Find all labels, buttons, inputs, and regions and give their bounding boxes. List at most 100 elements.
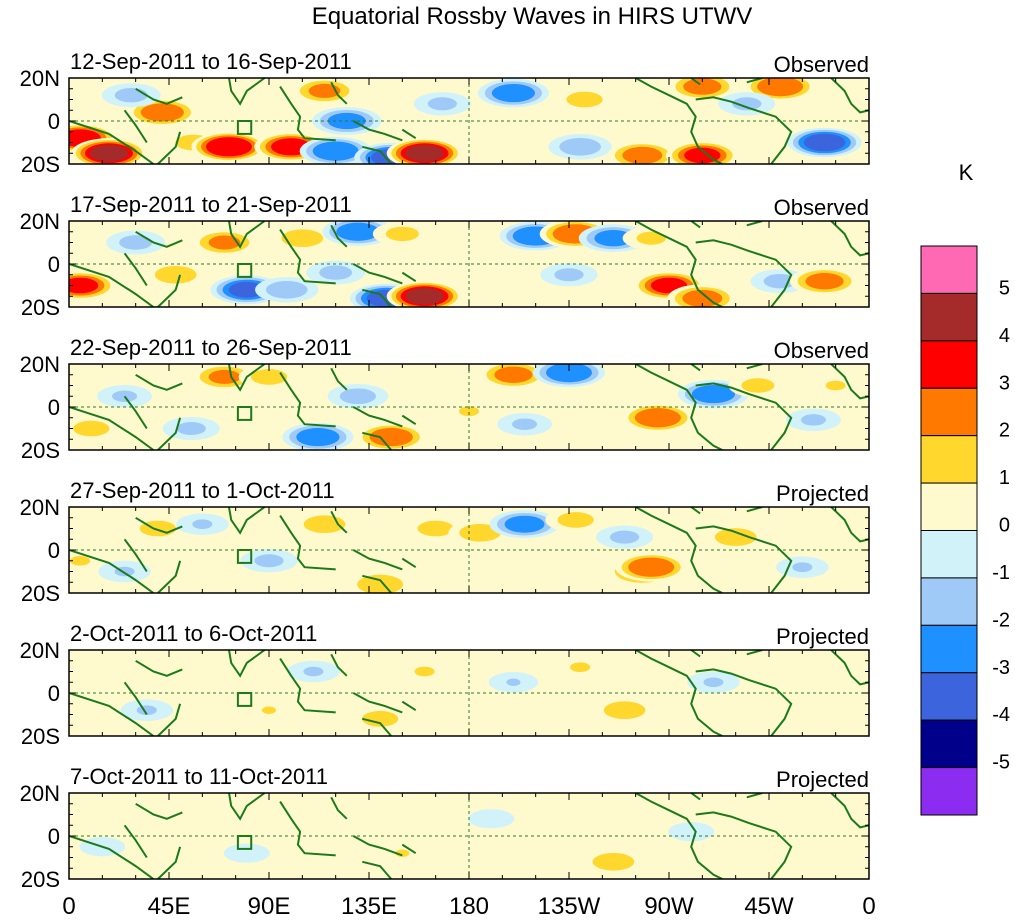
y-tick-label: 0 [48,252,60,277]
anomaly-contour [592,853,635,871]
anomaly-contour [385,226,419,242]
anomaly-contour [303,666,324,677]
anomaly-contour [319,265,353,280]
coastline [695,239,793,307]
coastline [69,538,154,593]
anomaly-contour [763,274,797,289]
x-tick-label: 135E [341,893,397,920]
y-tick-label: 20N [20,66,60,91]
colorbar-tick-label: 5 [999,277,1010,299]
anomaly-contour [312,141,359,161]
panel-stack: 20N 0 20S 12-Sep-2011 to 16-Sep-2011 Observe… [20,49,870,892]
colorbar-tick-label: -3 [992,657,1010,679]
x-tick-label: 135W [538,893,601,920]
x-tick-label: 0 [862,893,875,920]
colorbar-swatch [920,719,978,769]
anomaly-contour [339,388,377,405]
coastline [635,221,723,307]
coastline [635,793,723,879]
anomaly-contour [570,662,591,672]
coastline [830,364,869,400]
coastline [830,78,869,114]
y-tick-label: 20S [21,152,60,177]
y-tick-label: 0 [48,824,60,849]
coastline [362,557,417,593]
y-tick-label: 20N [20,209,60,234]
panel-ticks [68,77,870,165]
anomaly-contour [494,366,533,383]
anomaly-contour [357,574,404,593]
anomaly-contour [254,554,284,568]
anomaly-contour [691,385,736,404]
y-tick-label: 20S [21,724,60,749]
anomaly-contour [369,428,413,447]
anomaly-contour [634,408,681,428]
colorbar-unit-label: K [959,160,974,185]
colorbar-tick-label: 2 [999,420,1010,442]
anomaly-contour [208,235,241,250]
coastline [635,78,723,164]
y-tick-label: 20N [20,495,60,520]
anomaly-field [69,656,804,732]
anomaly-contour [559,138,601,156]
anomaly-contour [732,97,762,111]
anomaly-field [69,507,829,593]
coastline [330,81,403,142]
anomaly-contour [825,380,846,391]
coastline [362,843,417,879]
coastline [135,230,183,307]
coastline [135,373,183,450]
coastline [69,681,154,736]
coastline [228,650,266,678]
colorbar-tick-label: -2 [992,609,1010,631]
anomaly-contour [800,414,826,426]
coastline [635,650,723,736]
anomaly-contour [361,711,399,727]
anomaly-contour [414,666,435,677]
coastline [279,658,336,714]
colorbar-swatch [920,482,978,532]
coastline [69,252,154,307]
x-tick-label: 90W [644,893,694,920]
coastline [279,801,336,857]
anomaly-contour [154,265,197,284]
map-panel: 20N 0 20S 7-Oct-2011 to 11-Oct-2011 Projecte… [20,764,870,892]
panel-status-label: Observed [774,195,869,220]
anomaly-contour [296,428,340,447]
map-panel: 20N 0 20S 22-Sep-2011 to 26-Sep-2011 Observe… [20,335,870,463]
y-tick-label: 20N [20,352,60,377]
panel-status-label: Projected [776,624,869,649]
coastlines [69,364,869,450]
anomaly-contour [69,700,115,720]
anomaly-contour [179,661,226,682]
anomaly-contour [73,420,110,437]
coastline [695,525,793,593]
coastline [228,78,266,106]
anomaly-contour [628,557,675,577]
y-tick-label: 20N [20,638,60,663]
anomaly-contour [504,515,545,533]
coastline [695,811,793,879]
chart-title: Equatorial Rossby Waves in HIRS UTWV [312,3,753,30]
y-tick-label: 20N [20,781,60,806]
coastline [135,516,183,593]
anomaly-contour [683,78,722,95]
anomaly-contour [603,701,646,719]
coastline [69,109,154,164]
colorbar-swatch [920,435,978,484]
colorbar-swatch [920,340,978,389]
map-panel: 20N 0 20S 17-Sep-2011 to 21-Sep-2011 Observe… [20,192,870,320]
anomaly-contour [566,91,603,108]
anomaly-contour [546,364,592,383]
anomaly-contour [459,406,479,417]
x-tick-label: 180 [449,893,489,920]
coastline [330,653,403,714]
coastline [830,221,869,257]
anomaly-contour [157,815,204,835]
coastline [228,364,266,392]
panel-period-label: 12-Sep-2011 to 16-Sep-2011 [70,49,352,74]
coastline [362,700,417,736]
anomaly-contour [281,229,324,247]
anomaly-contour [805,273,844,290]
anomaly-contour [417,520,454,537]
